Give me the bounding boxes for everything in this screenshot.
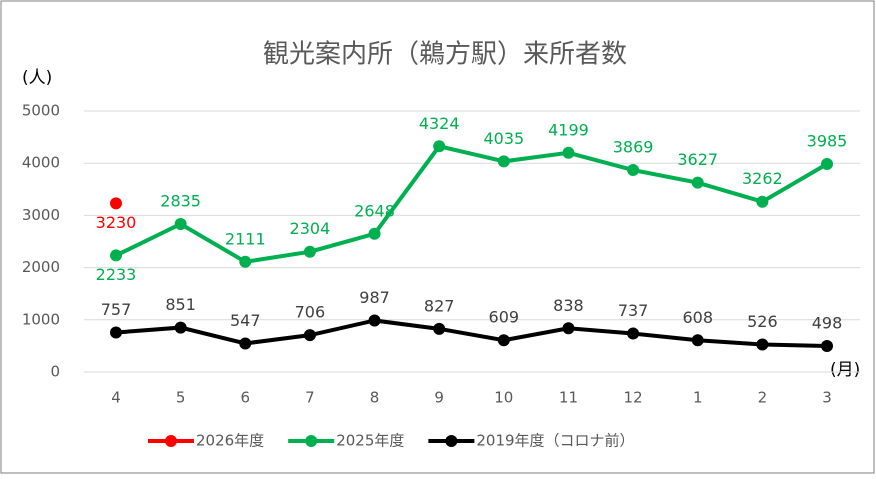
data-label: 526 bbox=[747, 312, 778, 331]
x-tick-label: 3 bbox=[822, 389, 832, 407]
x-tick-label: 7 bbox=[305, 389, 315, 407]
data-point bbox=[368, 314, 381, 327]
data-point bbox=[303, 245, 316, 258]
legend-marker bbox=[445, 435, 458, 447]
legend-marker bbox=[305, 435, 318, 447]
data-point bbox=[756, 195, 769, 208]
legend-label: 2025年度 bbox=[336, 432, 404, 450]
data-label: 3985 bbox=[807, 131, 848, 150]
data-label: 851 bbox=[165, 295, 196, 314]
data-label: 4199 bbox=[548, 120, 589, 139]
data-label: 2233 bbox=[96, 265, 137, 284]
data-point bbox=[110, 326, 122, 339]
legend-marker bbox=[165, 435, 177, 447]
data-label: 608 bbox=[682, 308, 713, 327]
data-label: 827 bbox=[424, 296, 455, 315]
legend-label: 2026年度 bbox=[196, 432, 264, 450]
data-point bbox=[821, 340, 833, 353]
data-point bbox=[239, 255, 252, 268]
x-tick-label: 12 bbox=[624, 389, 643, 407]
y-tick-label: 1000 bbox=[22, 310, 60, 328]
series-line bbox=[115, 144, 829, 264]
data-label: 3869 bbox=[613, 138, 654, 157]
x-tick-label: 6 bbox=[240, 389, 250, 407]
data-point bbox=[497, 155, 510, 168]
x-tick-label: 2 bbox=[758, 389, 768, 407]
data-point bbox=[110, 249, 122, 262]
x-tick-label: 4 bbox=[111, 389, 121, 407]
data-label: 838 bbox=[553, 296, 584, 315]
data-label: 2835 bbox=[160, 192, 201, 211]
data-label: 706 bbox=[295, 303, 326, 322]
data-label: 987 bbox=[359, 288, 390, 307]
data-label: 547 bbox=[230, 311, 261, 330]
data-point bbox=[627, 327, 640, 340]
data-label: 3230 bbox=[96, 213, 137, 232]
data-label: 2304 bbox=[290, 219, 331, 238]
data-label: 3262 bbox=[742, 169, 783, 188]
y-tick-label: 4000 bbox=[22, 154, 60, 172]
data-point bbox=[239, 337, 252, 350]
legend-label: 2019年度（コロナ前） bbox=[476, 432, 634, 450]
x-tick-label: 8 bbox=[370, 389, 380, 407]
data-point bbox=[562, 146, 575, 159]
data-label: 2648 bbox=[354, 201, 395, 220]
data-label: 2111 bbox=[225, 229, 266, 248]
data-label: 498 bbox=[812, 314, 843, 333]
data-point bbox=[174, 321, 187, 334]
data-label: 737 bbox=[618, 301, 649, 320]
data-point bbox=[433, 140, 446, 153]
data-point bbox=[174, 218, 187, 231]
x-tick-label: 10 bbox=[494, 389, 513, 407]
x-tick-label: 9 bbox=[434, 389, 444, 407]
y-tick-label: 5000 bbox=[22, 102, 60, 120]
data-point bbox=[756, 338, 769, 351]
data-label: 757 bbox=[101, 300, 132, 319]
y-tick-label: 2000 bbox=[22, 258, 60, 276]
data-point bbox=[691, 176, 704, 189]
x-tick-label: 1 bbox=[693, 389, 703, 407]
y-tick-label: 3000 bbox=[22, 206, 60, 224]
data-point bbox=[303, 329, 316, 342]
y-axis-label: (人) bbox=[22, 68, 52, 88]
x-axis-label: (月) bbox=[830, 360, 860, 380]
data-point bbox=[368, 227, 381, 240]
data-point bbox=[562, 322, 575, 335]
data-label: 3627 bbox=[677, 150, 718, 169]
x-tick-label: 11 bbox=[559, 389, 578, 407]
data-label: 4035 bbox=[483, 129, 524, 148]
series-line bbox=[115, 318, 828, 349]
data-point bbox=[691, 334, 704, 347]
data-label: 4324 bbox=[419, 114, 460, 133]
data-point bbox=[110, 197, 122, 210]
data-point bbox=[433, 322, 446, 335]
data-point bbox=[821, 157, 833, 170]
chart-title: 観光案内所（鵜方駅）来所者数 bbox=[263, 40, 627, 70]
x-tick-label: 5 bbox=[176, 389, 186, 407]
data-point bbox=[627, 164, 640, 177]
data-point bbox=[497, 334, 510, 347]
data-label: 609 bbox=[489, 308, 520, 327]
y-tick-label: 0 bbox=[50, 363, 60, 381]
